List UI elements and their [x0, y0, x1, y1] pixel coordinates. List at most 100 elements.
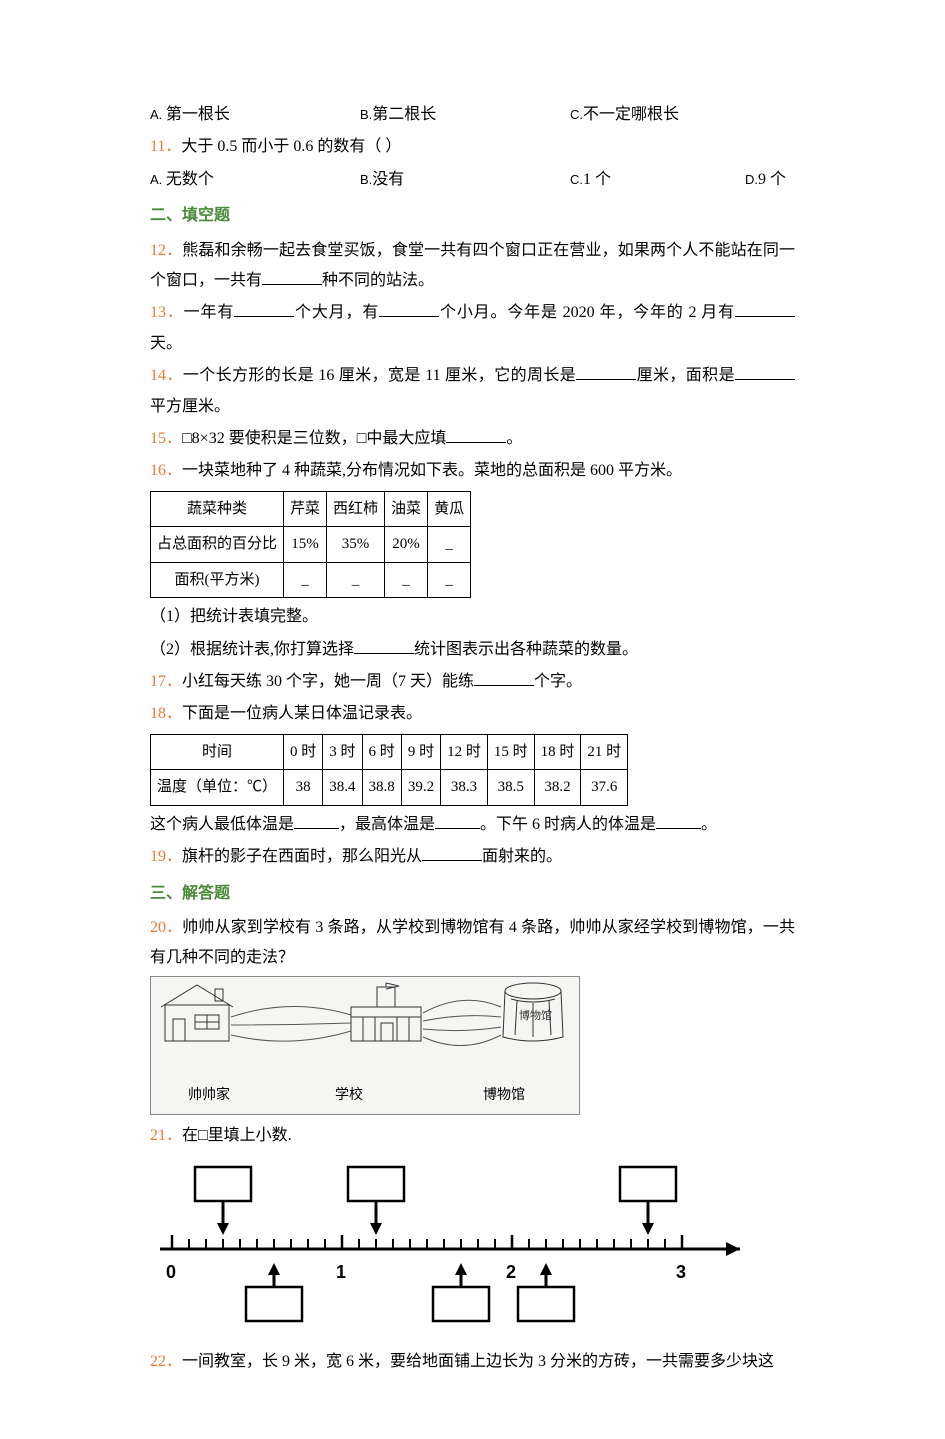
q11-number: 11．	[150, 138, 181, 155]
q13: 13．一年有个大月，有个小月。今年是 2020 年，今年的 2 月有天。	[150, 298, 795, 359]
q16-sub2-b: 统计图表示出各种蔬菜的数量。	[414, 641, 638, 658]
q16-number: 16．	[150, 462, 182, 479]
axis-label-2: 2	[506, 1255, 516, 1289]
cell: _	[327, 562, 385, 598]
q15-number: 15．	[150, 430, 182, 447]
option-b: B.第二根长	[360, 100, 570, 130]
option-a-text: 第一根长	[166, 106, 230, 123]
q11: 11．大于 0.5 而小于 0.6 的数有（ ）	[150, 132, 795, 162]
cell: 面积(平方米)	[151, 562, 284, 598]
blank	[656, 813, 701, 829]
axis-label-3: 3	[676, 1255, 686, 1289]
cell: 12 时	[441, 734, 488, 770]
q16-intro: 一块菜地种了 4 种蔬菜,分布情况如下表。菜地的总面积是 600 平方米。	[182, 462, 682, 479]
q19-number: 19．	[150, 848, 182, 865]
cell: 35%	[327, 527, 385, 563]
q17-number: 17．	[150, 673, 182, 690]
cell: 15%	[284, 527, 327, 563]
q11-options: A. 无数个 B.没有 C.1 个 D.9 个	[150, 165, 795, 195]
cell: _	[428, 562, 471, 598]
q15-text-a: □8×32 要使积是三位数，□中最大应填	[182, 430, 446, 447]
cell: 油菜	[385, 491, 428, 527]
option-b-text: 没有	[372, 171, 404, 188]
label-home: 帅帅家	[159, 1083, 259, 1110]
q21-number: 21．	[150, 1127, 182, 1144]
cell: 占总面积的百分比	[151, 527, 284, 563]
q18-tail-c: 。下午 6 时病人的体温是	[480, 816, 656, 833]
q21-text: 在□里填上小数.	[182, 1127, 292, 1144]
blank	[474, 670, 534, 686]
blank	[294, 813, 339, 829]
blank	[262, 269, 322, 285]
q14-text-b: 厘米，面积是	[636, 367, 735, 384]
cell: _	[284, 562, 327, 598]
blank	[735, 301, 795, 317]
table-row: 时间 0 时 3 时 6 时 9 时 12 时 15 时 18 时 21 时	[151, 734, 628, 770]
q13-text-c: 个小月。今年是 2020 年，今年的 2 月有	[439, 304, 735, 321]
q22-number: 22．	[150, 1353, 182, 1370]
blank	[735, 364, 795, 380]
q19-text-b: 面射来的。	[482, 848, 562, 865]
q22-text: 一间教室，长 9 米，宽 6 米，要给地面铺上边长为 3 分米的方砖，一共需要多…	[182, 1353, 774, 1370]
q20-text: 帅帅从家到学校有 3 条路，从学校到博物馆有 4 条路，帅帅从家经学校到博物馆，…	[150, 919, 795, 966]
q14-text-c: 平方厘米。	[150, 398, 230, 415]
cell: 黄瓜	[428, 491, 471, 527]
q17: 17．小红每天练 30 个字，她一周（7 天）能练个字。	[150, 667, 795, 697]
q18-number: 18．	[150, 705, 182, 722]
cell: 9 时	[401, 734, 440, 770]
label-school: 学校	[259, 1083, 439, 1110]
cell: 0 时	[284, 734, 323, 770]
table-row: 温度（单位：℃） 38 38.4 38.8 39.2 38.3 38.5 38.…	[151, 770, 628, 806]
q16-sub2-a: （2）根据统计表,你打算选择	[150, 641, 354, 658]
option-a: A. 第一根长	[150, 100, 360, 130]
blank	[354, 638, 414, 654]
option-c: C.不一定哪根长	[570, 100, 745, 130]
blank	[446, 427, 506, 443]
cell: 20%	[385, 527, 428, 563]
q11-text: 大于 0.5 而小于 0.6 的数有（ ）	[181, 138, 401, 155]
blank	[435, 813, 480, 829]
q14-number: 14．	[150, 367, 183, 384]
q13-text-b: 个大月，有	[294, 304, 379, 321]
cell: 39.2	[401, 770, 440, 806]
q16: 16．一块菜地种了 4 种蔬菜,分布情况如下表。菜地的总面积是 600 平方米。	[150, 456, 795, 486]
q15-text-b: 。	[506, 430, 522, 447]
q16-sub1: （1）把统计表填完整。	[150, 602, 795, 632]
q12-text-a: 熊磊和余畅一起去食堂买饭，食堂一共有四个窗口正在营业，如果两个人不能站在同一个窗…	[150, 242, 795, 289]
q18-tail-b: ，最高体温是	[339, 816, 435, 833]
cell: 38.8	[362, 770, 401, 806]
q22: 22．一间教室，长 9 米，宽 6 米，要给地面铺上边长为 3 分米的方砖，一共…	[150, 1347, 795, 1377]
axis-label-0: 0	[166, 1255, 176, 1289]
q14-text-a: 一个长方形的长是 16 厘米，宽是 11 厘米，它的周长是	[183, 367, 576, 384]
q18-tail: 这个病人最低体温是，最高体温是。下午 6 时病人的体温是。	[150, 810, 795, 840]
number-line-diagram: 0 1 2 3	[150, 1159, 770, 1329]
option-a-text: 无数个	[166, 171, 214, 188]
option-d: D.9 个	[745, 165, 795, 195]
q12: 12．熊磊和余畅一起去食堂买饭，食堂一共有四个窗口正在营业，如果两个人不能站在同…	[150, 236, 795, 297]
blank	[422, 845, 482, 861]
q12-text-b: 种不同的站法。	[322, 272, 434, 289]
q19: 19．旗杆的影子在西面时，那么阳光从 面射来的。	[150, 842, 795, 872]
q18-table: 时间 0 时 3 时 6 时 9 时 12 时 15 时 18 时 21 时 温…	[150, 734, 628, 806]
cell: _	[428, 527, 471, 563]
section-3-title: 三、解答题	[150, 879, 795, 909]
table-row: 蔬菜种类 芹菜 西红柿 油菜 黄瓜	[151, 491, 471, 527]
option-c: C.1 个	[570, 165, 745, 195]
option-b-text: 第二根长	[372, 106, 436, 123]
cell: 6 时	[362, 734, 401, 770]
routes-svg: 博物馆	[151, 977, 581, 1072]
table-row: 占总面积的百分比 15% 35% 20% _	[151, 527, 471, 563]
number-line-svg	[150, 1159, 770, 1329]
cell: _	[385, 562, 428, 598]
q17-text-b: 个字。	[534, 673, 582, 690]
cell: 38.2	[534, 770, 581, 806]
q13-text-d: 天。	[150, 335, 182, 352]
cell: 18 时	[534, 734, 581, 770]
q18: 18．下面是一位病人某日体温记录表。	[150, 699, 795, 729]
blank	[379, 301, 439, 317]
q13-number: 13．	[150, 304, 184, 321]
cell: 38.4	[323, 770, 362, 806]
cell: 蔬菜种类	[151, 491, 284, 527]
q19-text-a: 旗杆的影子在西面时，那么阳光从	[182, 848, 422, 865]
q14: 14．一个长方形的长是 16 厘米，宽是 11 厘米，它的周长是 厘米，面积是平方…	[150, 361, 795, 422]
